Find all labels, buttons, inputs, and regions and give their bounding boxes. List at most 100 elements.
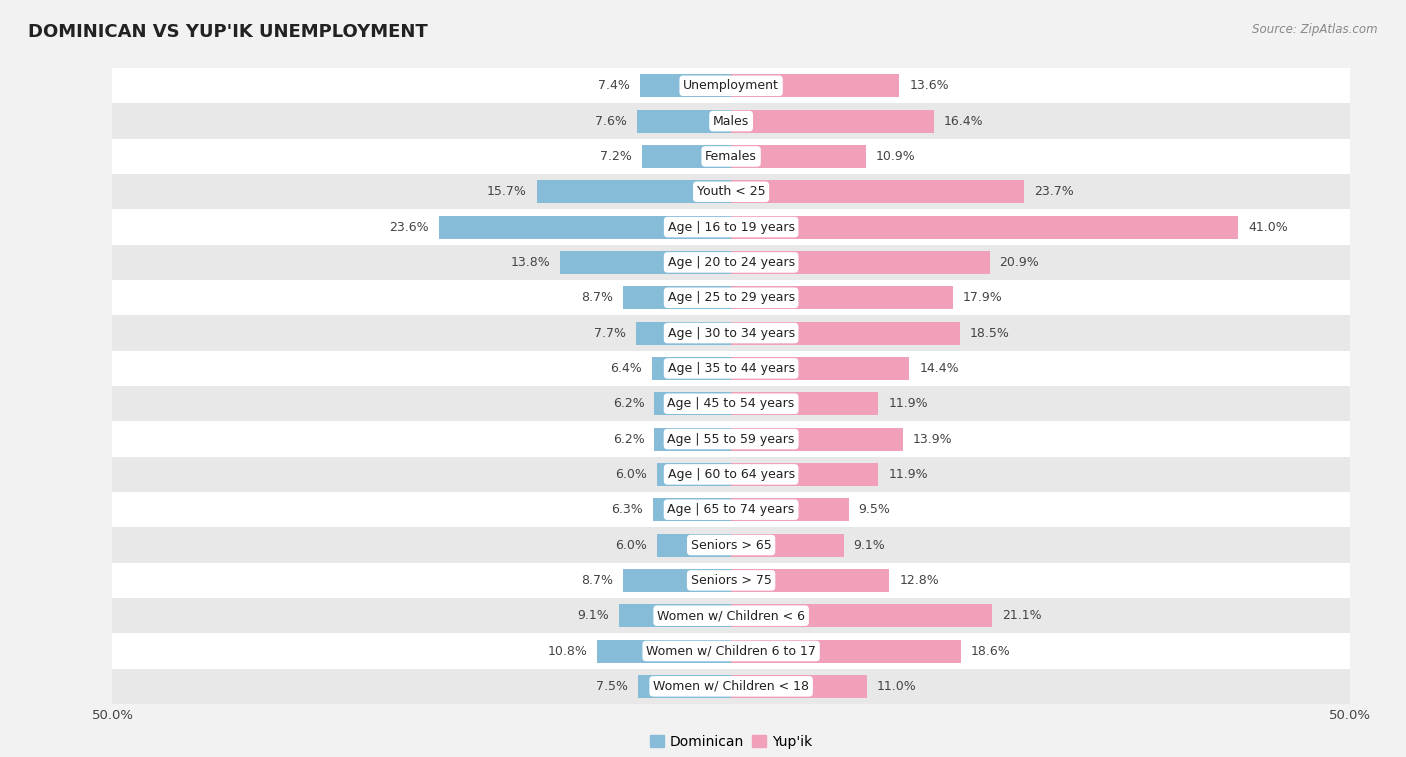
Text: Age | 35 to 44 years: Age | 35 to 44 years [668, 362, 794, 375]
Bar [112, 386, 1350, 422]
Text: Unemployment: Unemployment [683, 79, 779, 92]
Bar [654, 428, 731, 450]
Bar [112, 668, 1350, 704]
Text: Youth < 25: Youth < 25 [697, 185, 765, 198]
Text: 9.5%: 9.5% [859, 503, 890, 516]
Bar [643, 145, 731, 168]
Text: 7.4%: 7.4% [598, 79, 630, 92]
Bar [112, 174, 1350, 210]
Text: 13.8%: 13.8% [510, 256, 551, 269]
Bar [112, 350, 1350, 386]
Bar [731, 463, 879, 486]
Bar [731, 286, 953, 309]
Bar [652, 357, 731, 380]
Bar [598, 640, 731, 662]
Text: 23.7%: 23.7% [1035, 185, 1074, 198]
Bar [731, 428, 903, 450]
Bar [112, 210, 1350, 245]
Bar [731, 569, 890, 592]
Text: Seniors > 75: Seniors > 75 [690, 574, 772, 587]
Text: 15.7%: 15.7% [486, 185, 527, 198]
Text: Age | 60 to 64 years: Age | 60 to 64 years [668, 468, 794, 481]
Text: 7.5%: 7.5% [596, 680, 628, 693]
Bar [654, 498, 731, 522]
Bar [439, 216, 731, 238]
Text: Women w/ Children 6 to 17: Women w/ Children 6 to 17 [647, 644, 815, 658]
Bar [657, 463, 731, 486]
Text: 14.4%: 14.4% [920, 362, 959, 375]
Legend: Dominican, Yup'ik: Dominican, Yup'ik [645, 729, 817, 754]
Bar [657, 534, 731, 556]
Bar [112, 316, 1350, 350]
Bar [731, 251, 990, 274]
Text: 9.1%: 9.1% [576, 609, 609, 622]
Text: Age | 45 to 54 years: Age | 45 to 54 years [668, 397, 794, 410]
Text: 7.6%: 7.6% [595, 114, 627, 128]
Bar [731, 180, 1025, 203]
Text: 21.1%: 21.1% [1002, 609, 1042, 622]
Text: Age | 16 to 19 years: Age | 16 to 19 years [668, 220, 794, 234]
Text: 6.3%: 6.3% [612, 503, 644, 516]
Bar [112, 422, 1350, 456]
Text: Source: ZipAtlas.com: Source: ZipAtlas.com [1253, 23, 1378, 36]
Text: 10.8%: 10.8% [548, 644, 588, 658]
Bar [112, 456, 1350, 492]
Bar [637, 110, 731, 132]
Text: 20.9%: 20.9% [1000, 256, 1039, 269]
Bar [731, 216, 1239, 238]
Bar [731, 392, 879, 415]
Text: 6.4%: 6.4% [610, 362, 643, 375]
Bar [537, 180, 731, 203]
Bar [112, 68, 1350, 104]
Bar [654, 392, 731, 415]
Bar [731, 604, 993, 627]
Text: Age | 20 to 24 years: Age | 20 to 24 years [668, 256, 794, 269]
Bar [731, 110, 934, 132]
Bar [623, 286, 731, 309]
Text: 11.9%: 11.9% [889, 397, 928, 410]
Text: Age | 65 to 74 years: Age | 65 to 74 years [668, 503, 794, 516]
Text: Age | 25 to 29 years: Age | 25 to 29 years [668, 291, 794, 304]
Bar [640, 74, 731, 98]
Text: 6.0%: 6.0% [614, 538, 647, 552]
Text: 7.2%: 7.2% [600, 150, 633, 163]
Text: 17.9%: 17.9% [963, 291, 1002, 304]
Text: 11.9%: 11.9% [889, 468, 928, 481]
Bar [112, 528, 1350, 562]
Text: 18.5%: 18.5% [970, 326, 1010, 340]
Bar [636, 322, 731, 344]
Bar [112, 104, 1350, 139]
Bar [731, 498, 849, 522]
Text: 6.0%: 6.0% [614, 468, 647, 481]
Text: 23.6%: 23.6% [389, 220, 429, 234]
Text: 41.0%: 41.0% [1249, 220, 1288, 234]
Text: 18.6%: 18.6% [972, 644, 1011, 658]
Text: 7.7%: 7.7% [593, 326, 626, 340]
Bar [731, 145, 866, 168]
Text: Women w/ Children < 6: Women w/ Children < 6 [657, 609, 806, 622]
Text: Women w/ Children < 18: Women w/ Children < 18 [654, 680, 808, 693]
Text: 9.1%: 9.1% [853, 538, 886, 552]
Text: 8.7%: 8.7% [582, 291, 613, 304]
Bar [112, 280, 1350, 316]
Bar [112, 562, 1350, 598]
Bar [731, 357, 910, 380]
Bar [731, 322, 960, 344]
Text: Females: Females [706, 150, 756, 163]
Bar [112, 492, 1350, 528]
Text: Age | 30 to 34 years: Age | 30 to 34 years [668, 326, 794, 340]
Bar [561, 251, 731, 274]
Text: Age | 55 to 59 years: Age | 55 to 59 years [668, 432, 794, 446]
Text: 8.7%: 8.7% [582, 574, 613, 587]
Text: 13.9%: 13.9% [912, 432, 953, 446]
Text: 11.0%: 11.0% [877, 680, 917, 693]
Bar [619, 604, 731, 627]
Bar [731, 534, 844, 556]
Bar [112, 139, 1350, 174]
Bar [731, 74, 900, 98]
Bar [731, 675, 868, 698]
Text: 13.6%: 13.6% [910, 79, 949, 92]
Bar [112, 634, 1350, 668]
Bar [638, 675, 731, 698]
Text: 10.9%: 10.9% [876, 150, 915, 163]
